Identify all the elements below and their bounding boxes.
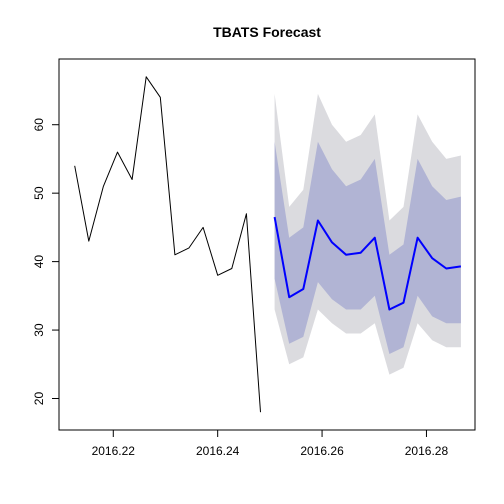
x-tick-label: 2016.28 — [405, 444, 449, 458]
y-axis: 20 30 40 50 60 — [32, 118, 59, 405]
x-axis: 2016.22 2016.24 2016.26 2016.28 — [92, 430, 449, 458]
x-tick-label: 2016.24 — [196, 444, 240, 458]
y-tick-label: 40 — [32, 255, 46, 269]
y-tick-label: 50 — [32, 186, 46, 200]
y-tick-label: 30 — [32, 323, 46, 337]
chart-title: TBATS Forecast — [213, 24, 321, 40]
y-tick-label: 20 — [32, 392, 46, 406]
y-tick-label: 60 — [32, 118, 46, 132]
x-tick-label: 2016.22 — [92, 444, 136, 458]
x-tick-label: 2016.26 — [300, 444, 344, 458]
observed-line — [75, 77, 261, 412]
prediction-intervals — [275, 94, 461, 375]
